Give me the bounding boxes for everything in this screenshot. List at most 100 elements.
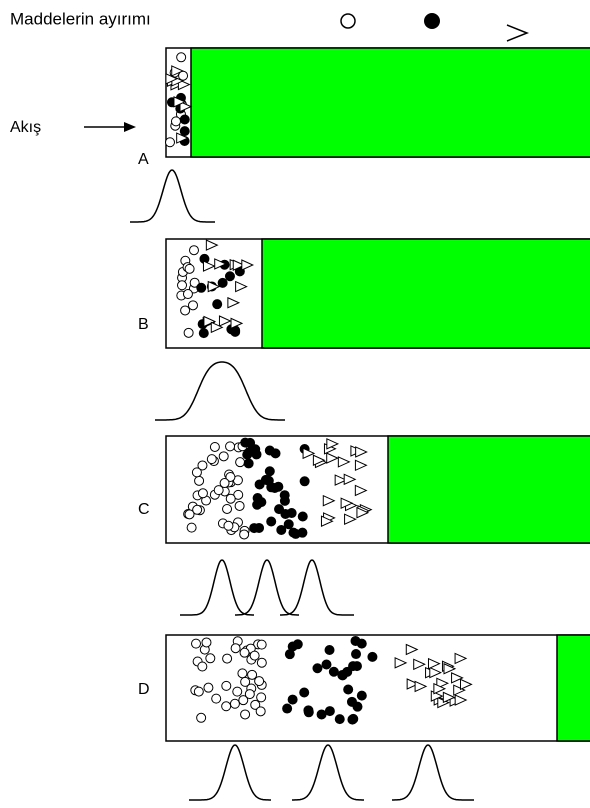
triangle	[171, 65, 184, 77]
filled-circle	[324, 644, 335, 655]
filled-circle	[266, 516, 277, 527]
filled-circle	[274, 504, 285, 515]
title: Maddelerin ayırımı	[10, 9, 151, 28]
open-circle	[232, 686, 243, 697]
panel-label: D	[138, 681, 150, 698]
filled-circle	[286, 508, 297, 519]
open-circle	[193, 686, 204, 697]
triangle	[179, 100, 193, 113]
triangle	[394, 657, 408, 669]
triangle	[230, 317, 244, 330]
mobile-phase	[261, 238, 590, 349]
peak	[130, 169, 215, 223]
triangle	[429, 666, 442, 679]
open-circle	[203, 682, 214, 693]
filled-circle	[367, 651, 378, 662]
open-circle	[219, 478, 230, 489]
open-circle	[229, 698, 240, 709]
open-circle	[192, 504, 203, 515]
panels: A B C D	[130, 47, 590, 801]
open-circle	[218, 451, 229, 462]
triangle	[355, 446, 368, 458]
open-circle	[237, 668, 248, 679]
open-circle	[244, 689, 255, 700]
panel-label: B	[138, 316, 149, 333]
open-circle	[191, 467, 202, 478]
triangle	[442, 691, 456, 704]
filled-circle	[256, 497, 267, 508]
open-circle	[180, 305, 191, 316]
triangle	[414, 680, 428, 693]
triangle	[326, 438, 340, 450]
filled-circle	[224, 271, 235, 282]
open-circle	[176, 52, 187, 63]
filled-circle	[243, 458, 254, 469]
open-circle	[240, 676, 251, 687]
filled-circle	[312, 663, 323, 674]
open-circle	[211, 693, 222, 704]
open-circle	[191, 638, 202, 649]
triangle	[337, 456, 351, 468]
open-circle	[223, 520, 234, 531]
filled-circle	[303, 707, 314, 718]
triangle	[235, 280, 248, 293]
open-circle	[221, 701, 232, 712]
flow-arrowhead	[124, 122, 136, 132]
triangle	[232, 259, 246, 272]
filled-circle	[297, 511, 308, 522]
triangle	[459, 678, 473, 691]
filled-circle	[279, 495, 290, 506]
open-circle	[184, 263, 195, 274]
filled-circle	[350, 635, 361, 646]
triangle	[326, 452, 339, 464]
peak	[189, 744, 271, 801]
open-circle	[247, 669, 258, 680]
triangle	[454, 652, 468, 665]
open-circle	[197, 661, 208, 672]
triangle	[354, 459, 368, 472]
peak	[292, 744, 364, 801]
open-circle	[201, 637, 212, 648]
triangle	[302, 447, 316, 460]
peak	[280, 559, 354, 616]
filled-circle	[196, 282, 207, 293]
panel-label: C	[138, 501, 150, 518]
open-circle	[235, 457, 246, 468]
open-circle	[222, 503, 233, 514]
triangle	[413, 658, 426, 671]
triangle	[312, 454, 326, 467]
filled-circle	[254, 522, 265, 533]
open-circle	[196, 712, 207, 723]
triangle	[405, 643, 419, 656]
filled-circle	[299, 476, 310, 487]
open-circle	[238, 695, 249, 706]
filled-circle	[179, 114, 190, 125]
legend-open-circle	[340, 13, 356, 29]
peak	[155, 361, 285, 421]
open-circle	[249, 650, 260, 661]
triangle	[218, 315, 232, 327]
open-circle	[197, 488, 208, 499]
open-circle	[184, 509, 195, 520]
open-circle	[170, 116, 181, 127]
filled-circle	[321, 659, 332, 670]
filled-circle	[198, 328, 209, 339]
filled-circle	[240, 437, 251, 448]
triangle	[354, 484, 368, 497]
open-circle	[239, 529, 250, 540]
open-circle	[256, 639, 267, 650]
mobile-phase	[556, 634, 590, 742]
triangle	[433, 682, 447, 695]
filled-circle	[287, 694, 298, 705]
open-circle	[240, 709, 251, 720]
filled-circle	[217, 277, 228, 288]
filled-circle	[292, 639, 303, 650]
peak	[180, 559, 254, 616]
flow-label: Akış	[10, 119, 41, 136]
triangle	[241, 259, 255, 271]
filled-circle	[328, 666, 339, 677]
filled-circle	[352, 701, 363, 712]
triangle	[356, 506, 370, 519]
open-circle	[182, 289, 193, 300]
